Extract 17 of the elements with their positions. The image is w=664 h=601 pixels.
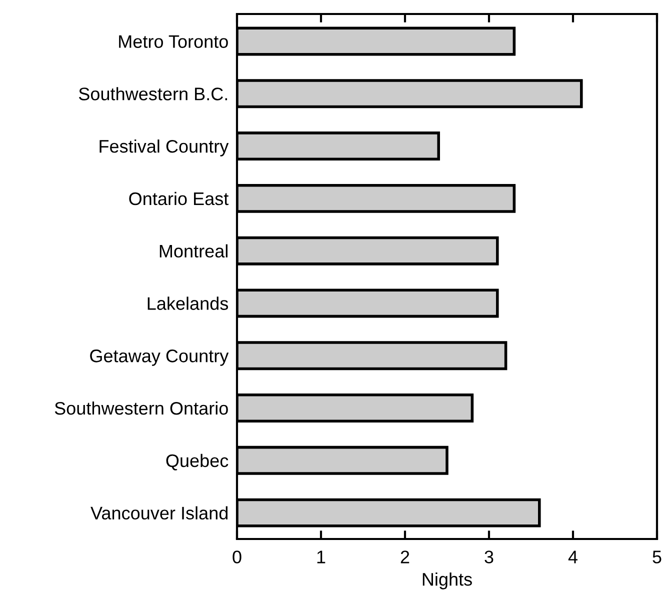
y-tick-label: Getaway Country (90, 350, 229, 366)
x-tick-label: 4 (568, 550, 578, 564)
y-tick-label: Lakelands (148, 296, 228, 310)
y-tick-label: Ontario East (129, 192, 229, 206)
y-tick-label: Southwestern B.C. (78, 87, 228, 100)
x-tick-label: 2 (400, 550, 410, 564)
y-tick-label: Festival Country (100, 139, 229, 156)
x-tick-label: 1 (317, 550, 326, 564)
x-tick-label: 0 (232, 550, 242, 564)
y-tick-label: Montreal (160, 244, 228, 258)
y-tick-label: Southwestern Ontario (54, 401, 228, 415)
x-tick-label: 5 (652, 550, 662, 564)
y-tick-label: Vancouver Island (90, 506, 228, 520)
x-tick-label: 3 (484, 550, 494, 564)
y-tick-label: Metro Toronto (119, 35, 228, 48)
y-tick-label: Quebec (166, 454, 228, 470)
x-axis-title: Nights (422, 572, 472, 590)
